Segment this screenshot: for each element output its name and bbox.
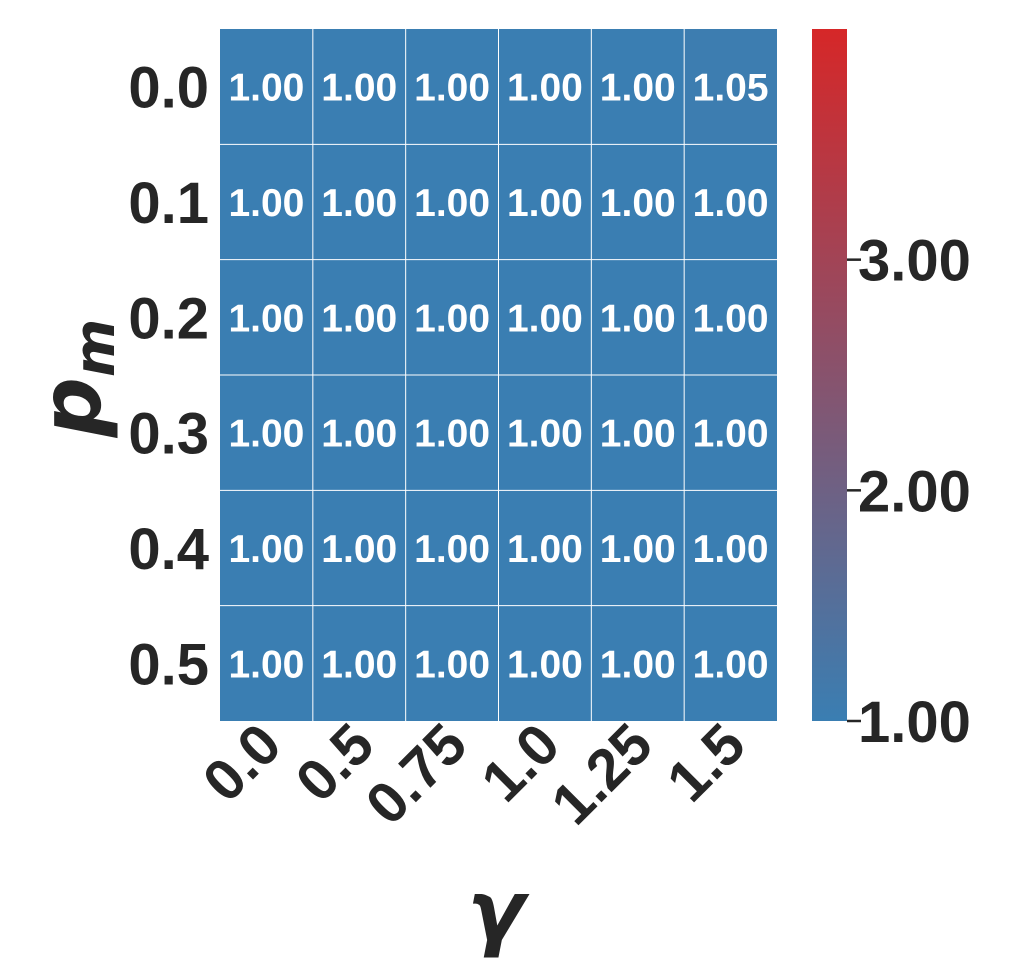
heatmap-cell	[684, 605, 777, 721]
heatmap-cell-label: 1.00	[321, 643, 397, 686]
heatmap-cell-label: 1.00	[228, 643, 304, 686]
heatmap-cell-label: 1.00	[321, 67, 397, 110]
heatmap-cell-label: 1.00	[414, 413, 490, 456]
x-tick-label: 0.75	[353, 711, 479, 837]
y-tick-label: 0.0	[128, 56, 209, 121]
heatmap-cell	[405, 605, 499, 721]
heatmap-cell	[312, 144, 406, 260]
heatmap-cell	[684, 144, 777, 260]
heatmap-cell-label: 1.00	[321, 528, 397, 571]
heatmap-cell-label: 1.00	[507, 182, 583, 225]
heatmap-cell	[591, 144, 685, 260]
x-tick-label: 0.0	[191, 711, 294, 814]
heatmap-cell-label: 1.00	[414, 297, 490, 340]
heatmap-cell-label: 1.00	[600, 528, 676, 571]
heatmap-cell-label: 1.00	[228, 528, 304, 571]
heatmap-cell-label: 1.00	[228, 67, 304, 110]
heatmap-cell	[498, 259, 592, 375]
colorbar	[812, 29, 847, 721]
y-axis-title-subscript: m	[63, 319, 128, 377]
heatmap-cell-label: 1.00	[600, 182, 676, 225]
heatmap-cell	[220, 375, 313, 491]
heatmap-cell-label: 1.05	[693, 67, 769, 110]
colorbar-tick-label: 3.00	[858, 229, 971, 294]
heatmap-cell	[405, 144, 499, 260]
heatmap-cell-label: 1.00	[414, 643, 490, 686]
heatmap-cell-label: 1.00	[600, 67, 676, 110]
heatmap-cell	[405, 490, 499, 606]
heatmap-cell-label: 1.00	[321, 182, 397, 225]
x-tick-label: 1.5	[655, 711, 758, 814]
heatmap-cell-label: 1.00	[507, 413, 583, 456]
heatmap-cell	[498, 605, 592, 721]
heatmap-cell-label: 1.00	[600, 643, 676, 686]
heatmap-cell	[591, 29, 685, 145]
y-axis-tick-labels: 0.0 0.1 0.2 0.3 0.4 0.5	[128, 56, 209, 698]
heatmap-cell	[498, 375, 592, 491]
heatmap-cell	[220, 144, 313, 260]
heatmap-cell	[684, 490, 777, 606]
heatmap-cell-label: 1.00	[693, 413, 769, 456]
heatmap-cell-label: 1.00	[507, 643, 583, 686]
heatmap-cell	[312, 605, 406, 721]
heatmap-cell-label: 1.00	[414, 528, 490, 571]
heatmap-cell	[312, 29, 406, 145]
heatmap-cell	[220, 490, 313, 606]
heatmap-cell-label: 1.00	[228, 182, 304, 225]
heatmap-cell-label: 1.00	[693, 643, 769, 686]
heatmap-cell-label: 1.00	[507, 297, 583, 340]
heatmap-cell-label: 1.00	[228, 413, 304, 456]
heatmap-cell	[312, 375, 406, 491]
heatmap-cell-label: 1.00	[600, 297, 676, 340]
x-tick-label: 1.25	[539, 711, 665, 837]
heatmap-cell	[684, 29, 777, 145]
heatmap-cell-label: 1.00	[321, 297, 397, 340]
heatmap-cell	[405, 375, 499, 491]
y-axis-title-main: p	[22, 377, 120, 438]
heatmap-cell	[591, 259, 685, 375]
heatmap-cell	[591, 490, 685, 606]
y-tick-label: 0.5	[128, 632, 209, 697]
heatmap-cell	[498, 144, 592, 260]
colorbar-tick-label: 2.00	[858, 459, 971, 524]
heatmap-cell	[684, 375, 777, 491]
heatmap-cell-label: 1.00	[507, 67, 583, 110]
heatmap-cell	[498, 490, 592, 606]
heatmap-cell	[591, 375, 685, 491]
y-axis-title: pm	[22, 319, 128, 439]
heatmap-cell-label: 1.00	[693, 528, 769, 571]
y-tick-label: 0.3	[128, 402, 209, 467]
heatmap-cell-label: 1.00	[228, 297, 304, 340]
heatmap-cell-label: 1.00	[693, 297, 769, 340]
heatmap-cell-label: 1.00	[414, 182, 490, 225]
colorbar-ticks: 1.00 2.00 3.00	[847, 229, 971, 755]
heatmap-cell	[405, 29, 499, 145]
heatmap-cell-label: 1.00	[321, 413, 397, 456]
heatmap-cell-label: 1.00	[600, 413, 676, 456]
heatmap-cell	[498, 29, 592, 145]
heatmap-cell	[312, 259, 406, 375]
heatmap-cell	[220, 605, 313, 721]
colorbar-tick-label: 1.00	[858, 690, 971, 755]
heatmap-cell	[220, 29, 313, 145]
heatmap-cells	[220, 29, 777, 721]
x-axis-title: γ	[467, 862, 530, 960]
heatmap-cell	[684, 259, 777, 375]
svg-text:pm: pm	[22, 319, 128, 439]
y-tick-label: 0.4	[128, 517, 209, 582]
heatmap-cell	[405, 259, 499, 375]
heatmap-gridlines	[220, 29, 777, 721]
heatmap-cell-label: 1.00	[414, 67, 490, 110]
heatmap-cell-label: 1.00	[693, 182, 769, 225]
y-tick-label: 0.2	[128, 286, 209, 351]
heatmap-cell	[591, 605, 685, 721]
heatmap-cell	[220, 259, 313, 375]
heatmap-cell	[312, 490, 406, 606]
x-axis-tick-labels: 0.00.50.751.01.251.5	[191, 711, 758, 837]
heatmap-cell-label: 1.00	[507, 528, 583, 571]
heatmap-cell-labels: 1.00 1.00 1.00 1.00 1.00 1.05 1.00 1.00 1.00 1.00…	[228, 67, 768, 687]
y-tick-label: 0.1	[128, 171, 209, 236]
